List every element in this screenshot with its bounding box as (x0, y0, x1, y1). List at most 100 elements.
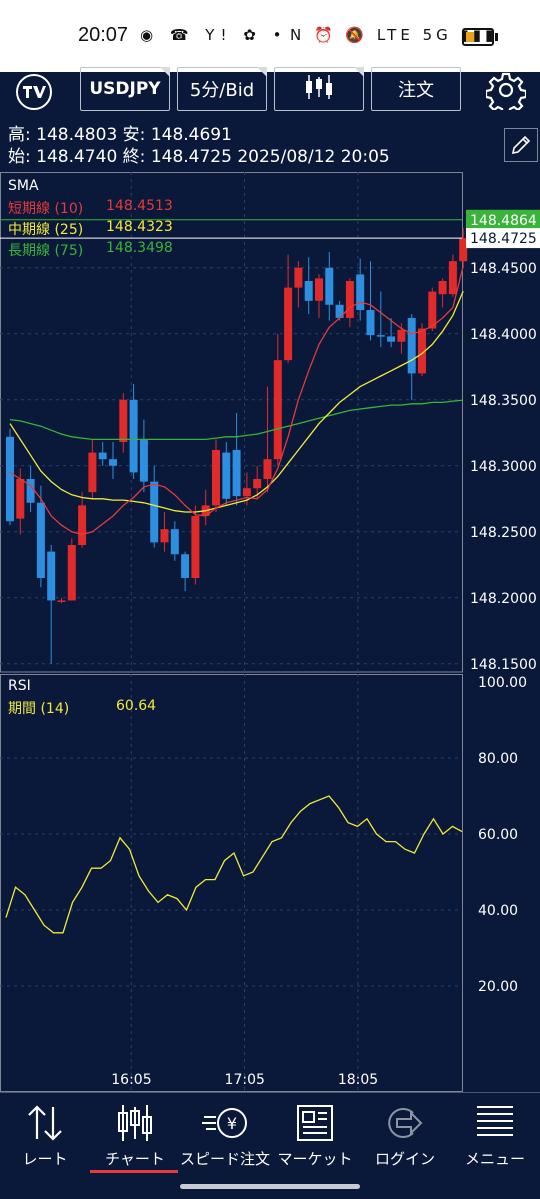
sma-mid-value: 148.4323 (106, 219, 173, 235)
candle-body (170, 529, 179, 555)
candle-body (119, 399, 128, 443)
candle (356, 258, 365, 321)
candle (170, 521, 179, 561)
pencil-icon[interactable] (504, 128, 538, 162)
candle (109, 442, 117, 479)
status-bar: 20:07 ◉ ☎ Y! ✿ • N ⏰ 🔕 LTE 5G ▮▮▮ (0, 0, 540, 72)
last-price-tag-label: 148.4725 (470, 231, 537, 247)
low-label: 安: (122, 125, 146, 145)
candle (78, 492, 87, 548)
candle (222, 442, 231, 506)
nav-rate[interactable]: レート (0, 1093, 90, 1177)
sma-long-line (9, 399, 464, 441)
price-chart[interactable]: 148.4500 148.4000 148.3500 148.3000 148.2500… (0, 172, 540, 1092)
nav-login[interactable]: ログイン (360, 1093, 450, 1177)
candle (428, 287, 437, 332)
bottom-navigation: レート チャート ¥ スピード注文 マーケット ログイン (0, 1092, 540, 1177)
tradingview-logo-icon[interactable] (16, 74, 52, 110)
rsi-pane-border (0, 674, 463, 1092)
rsi-tick-label: 40.00 (478, 903, 518, 919)
candle-body (212, 449, 220, 506)
gear-icon[interactable] (484, 70, 528, 116)
price-tick-label: 148.3500 (470, 393, 537, 409)
rsi-line (5, 795, 463, 934)
sma-short-value: 148.4513 (106, 198, 173, 214)
candle (191, 505, 200, 585)
sma-long-value: 148.3498 (106, 240, 173, 256)
nav-chart[interactable]: チャート (90, 1093, 180, 1177)
candle (160, 512, 169, 552)
sma-short-label: 短期線 (10) (8, 201, 84, 217)
candle (212, 439, 220, 512)
candle-body (376, 335, 385, 337)
candle-body (57, 600, 66, 602)
candle (129, 383, 138, 479)
nav-menu[interactable]: メニュー (450, 1093, 540, 1177)
timeframe-selector-button[interactable]: 5分/Bid (177, 67, 267, 111)
nav-market[interactable]: マーケット (270, 1093, 360, 1177)
nav-chart-label: チャート (105, 1150, 165, 1168)
nav-speed-order[interactable]: ¥ スピード注文 (180, 1093, 270, 1177)
candle-body (315, 278, 323, 301)
candle (98, 442, 107, 466)
active-tab-indicator (90, 1170, 178, 1173)
bar-timestamp: 2025/08/12 20:05 (237, 147, 390, 167)
rsi-tick-label: 100.00 (478, 675, 527, 691)
candle-body (139, 439, 148, 482)
status-time: 20:07 (78, 24, 129, 46)
high-price-tag (466, 209, 540, 230)
candle (294, 261, 303, 308)
candle-body (78, 505, 87, 545)
candle (407, 314, 416, 400)
candle-body (47, 551, 56, 601)
newspaper-icon (295, 1101, 335, 1145)
candle-body (418, 328, 426, 374)
candle (201, 489, 210, 526)
speed-order-icon: ¥ (200, 1101, 250, 1145)
candle (366, 261, 375, 341)
candle-body (160, 529, 169, 543)
candle (253, 465, 262, 499)
menu-icon (475, 1101, 515, 1145)
candle-body (448, 261, 457, 295)
candle (273, 333, 282, 466)
candlestick-icon (304, 73, 334, 106)
candle (438, 278, 447, 308)
notification-icons: ◉ ☎ Y! ✿ • (140, 26, 288, 44)
symbol-selector-button[interactable]: USDJPY (80, 67, 170, 111)
candle (387, 317, 396, 347)
candle-body (273, 360, 282, 460)
high-value: 148.4803 (36, 125, 118, 145)
rsi-tick-label: 20.00 (478, 979, 518, 995)
chart-canvas[interactable]: 148.4500 148.4000 148.3500 148.3000 148.2500… (0, 172, 540, 1092)
rsi-period-label: 期間 (14) (8, 701, 70, 717)
time-axis-label: 16:05 (111, 1072, 152, 1088)
candle-body (356, 274, 365, 311)
rsi-tick-label: 80.00 (478, 751, 518, 767)
chart-toolbar: USDJPY 5分/Bid 注文 (0, 67, 540, 122)
high-label: 高: (8, 125, 31, 145)
timeframe-label: 5分/Bid (189, 80, 255, 101)
chart-type-button[interactable] (274, 67, 364, 111)
candle-body (67, 545, 76, 601)
sma-mid-label: 中期線 (25) (8, 222, 84, 238)
price-tick-label: 148.1500 (470, 657, 537, 673)
candle (57, 597, 66, 604)
candle-body (16, 479, 25, 519)
ohlc-info: 高: 148.4803 安: 148.4691 始: 148.4740 終: 1… (0, 124, 540, 170)
nav-login-label: ログイン (374, 1150, 435, 1168)
last-price-tag (466, 228, 540, 249)
candle-body (6, 436, 14, 522)
rate-arrows-icon (23, 1101, 67, 1145)
candle-body (109, 459, 117, 466)
open-value: 148.4740 (36, 147, 118, 167)
battery-icon (462, 28, 498, 46)
candle-body (345, 281, 354, 318)
candle (6, 428, 14, 526)
symbol-label: USDJPY (89, 79, 161, 99)
candle (376, 291, 385, 347)
candle-body (232, 449, 241, 497)
close-label: 終: (122, 147, 146, 167)
order-button[interactable]: 注文 (371, 67, 461, 111)
